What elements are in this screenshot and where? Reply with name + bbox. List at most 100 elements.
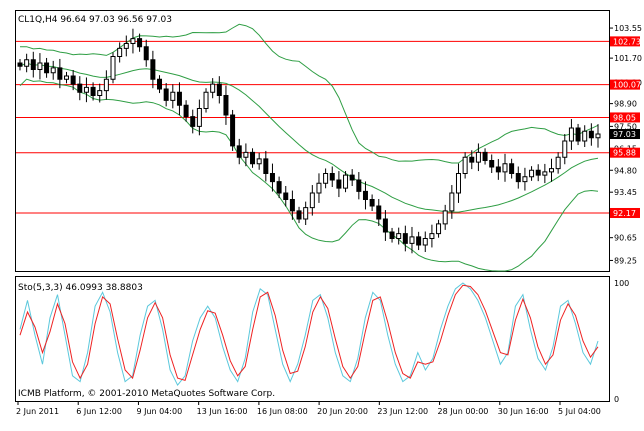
candle-body	[449, 192, 455, 212]
candle-body	[316, 182, 322, 194]
candle-body	[303, 207, 309, 220]
candle-body	[396, 233, 402, 239]
price-tick-label: 101.70	[614, 54, 642, 63]
candle-body	[529, 169, 535, 178]
candle-body	[77, 83, 83, 93]
price-tick-label: 93.45	[614, 188, 637, 197]
candle-body	[103, 78, 109, 92]
bollinger-bands	[19, 23, 599, 272]
candle-body	[422, 238, 428, 246]
candle-body	[329, 173, 335, 181]
candle-body	[442, 210, 448, 225]
candle-body	[475, 151, 481, 163]
candle-body	[595, 133, 601, 139]
candle-body	[83, 86, 89, 93]
stochastic-label: Sto(5,3,3) 46.0993 38.8803	[18, 283, 143, 293]
candle-body	[588, 130, 594, 139]
candle-body	[296, 210, 302, 220]
candle-body	[349, 174, 355, 181]
candle-body	[17, 62, 23, 67]
candle-body	[256, 158, 262, 165]
candle-body	[436, 223, 442, 235]
candle-body	[90, 86, 96, 96]
candle-body	[183, 104, 189, 118]
level-price-tag-label: 92.17	[613, 209, 636, 218]
level-price-tag	[610, 36, 640, 47]
price-tick-label: 89.25	[614, 256, 637, 265]
candle-body	[223, 95, 229, 116]
candle-body	[123, 43, 129, 49]
candle-body	[137, 38, 143, 48]
candle-body	[276, 181, 282, 194]
candle-body	[57, 67, 63, 80]
candle-body	[416, 236, 422, 246]
symbol-info: CL1Q,H4 96.64 97.03 96.56 97.03	[18, 15, 172, 25]
time-tick-label: 20 Jun 20:00	[317, 407, 368, 416]
candle-body	[283, 192, 289, 200]
level-price-tag-label: 98.05	[613, 113, 636, 122]
candle-body	[582, 130, 588, 142]
candle-body	[455, 173, 461, 194]
candle-body	[243, 151, 249, 158]
candle-body	[250, 151, 256, 165]
candle-body	[110, 56, 116, 80]
price-axis: 103.55101.70100.2098.9097.5096.1594.8093…	[609, 24, 642, 265]
stochastic-pane	[15, 276, 610, 402]
candle-body	[429, 233, 435, 239]
level-price-tag	[610, 79, 640, 90]
horizontal-levels	[16, 40, 609, 214]
stochastic-signal-line	[19, 284, 599, 382]
candle-body	[216, 83, 222, 96]
stochastic-tick-label: 0	[614, 395, 619, 404]
time-tick-label: 9 Jun 04:00	[136, 407, 182, 416]
candle-body	[489, 160, 495, 168]
candle-body	[356, 179, 362, 192]
level-price-tag-label: 95.88	[613, 149, 636, 158]
candle-body	[117, 47, 123, 57]
candle-body	[562, 140, 568, 158]
stochastic-tick-label: 100	[614, 279, 629, 288]
candle-body	[343, 174, 349, 189]
price-tick-label: 90.65	[614, 234, 637, 243]
time-tick-label: 28 Jun 00:00	[438, 407, 489, 416]
candle-body	[236, 145, 242, 158]
stochastic-series: 100 0	[19, 279, 629, 404]
candle-body	[402, 233, 408, 244]
candle-body	[150, 59, 156, 80]
candle-body	[269, 173, 275, 183]
bollinger-lower	[19, 78, 599, 272]
candle-body	[575, 127, 581, 142]
candle-body	[323, 173, 329, 184]
candle-body	[24, 59, 30, 67]
time-tick-label: 23 Jun 12:00	[377, 407, 428, 416]
candle-body	[37, 62, 43, 70]
candle-body	[64, 75, 70, 80]
candle-body	[336, 179, 342, 189]
candle-body	[535, 169, 541, 176]
candle-body	[44, 62, 50, 74]
candle-body	[362, 190, 368, 200]
price-pane	[15, 10, 610, 272]
candle-body	[289, 199, 295, 212]
price-tick-label: 98.90	[614, 100, 637, 109]
candle-body	[263, 158, 269, 174]
level-price-tag	[610, 147, 640, 158]
candle-body	[382, 218, 388, 233]
candle-body	[376, 205, 382, 220]
price-tick-label: 97.50	[614, 122, 637, 131]
candle-body	[389, 231, 395, 239]
candle-body	[409, 236, 415, 244]
time-tick-label: 13 Jun 16:00	[197, 407, 248, 416]
candle-body	[369, 199, 375, 207]
candle-body	[462, 156, 468, 174]
time-tick-label: 16 Jun 08:00	[257, 407, 308, 416]
current-price-tag	[610, 129, 640, 140]
level-price-tag-label: 102.73	[613, 37, 641, 46]
candle-body	[30, 59, 36, 70]
candle-body	[190, 116, 196, 127]
candle-body	[522, 176, 528, 183]
candle-body	[568, 127, 574, 142]
